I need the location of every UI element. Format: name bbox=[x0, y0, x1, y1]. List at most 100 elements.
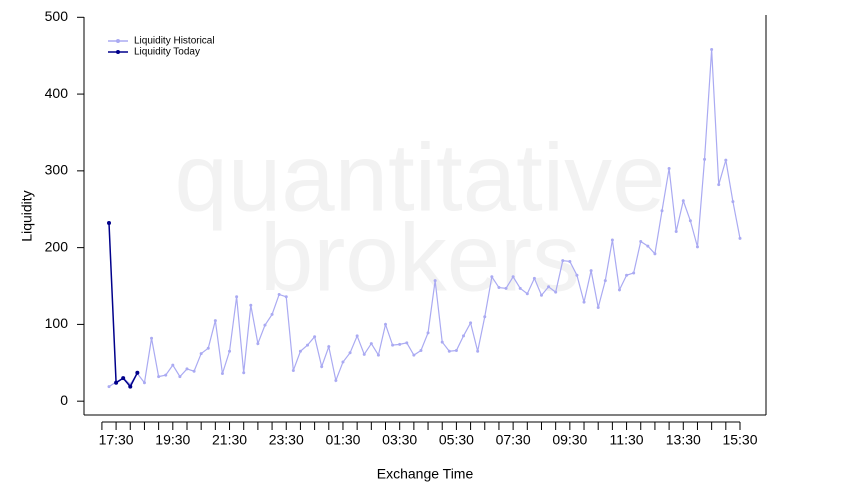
point bbox=[107, 385, 111, 389]
point bbox=[284, 295, 288, 299]
point bbox=[320, 365, 324, 369]
point bbox=[178, 375, 182, 379]
point bbox=[688, 219, 692, 223]
point bbox=[327, 345, 331, 349]
point bbox=[695, 245, 699, 249]
point bbox=[405, 341, 409, 345]
point bbox=[724, 158, 728, 162]
point bbox=[625, 273, 629, 277]
y-tick-label: 200 bbox=[45, 238, 69, 254]
point bbox=[738, 236, 742, 240]
point bbox=[653, 252, 657, 256]
point bbox=[490, 275, 494, 279]
point bbox=[518, 286, 522, 290]
point bbox=[511, 275, 515, 279]
point bbox=[185, 367, 189, 371]
series-line bbox=[108, 223, 139, 388]
point bbox=[646, 244, 650, 248]
x-tick-label: 07:30 bbox=[496, 432, 531, 448]
point bbox=[667, 167, 671, 171]
point bbox=[483, 315, 487, 319]
point bbox=[270, 312, 274, 316]
point bbox=[220, 372, 224, 376]
point bbox=[504, 286, 508, 290]
point bbox=[561, 259, 565, 263]
point bbox=[419, 349, 423, 353]
x-tick-label: 03:30 bbox=[382, 432, 417, 448]
point bbox=[568, 259, 572, 263]
x-tick-label: 19:30 bbox=[155, 432, 190, 448]
point bbox=[157, 375, 161, 379]
point bbox=[334, 378, 338, 382]
point bbox=[469, 321, 473, 325]
point bbox=[717, 183, 721, 187]
x-tick-label: 15:30 bbox=[722, 432, 757, 448]
point bbox=[263, 323, 267, 327]
point bbox=[596, 306, 600, 310]
point bbox=[313, 335, 317, 339]
x-tick-label: 05:30 bbox=[439, 432, 474, 448]
point bbox=[206, 346, 210, 350]
point bbox=[355, 334, 359, 338]
point bbox=[213, 319, 217, 323]
point bbox=[306, 343, 310, 347]
point bbox=[142, 381, 146, 385]
y-tick-label: 400 bbox=[45, 85, 69, 101]
y-tick-label: 100 bbox=[45, 315, 69, 331]
point bbox=[128, 384, 133, 389]
point bbox=[107, 221, 111, 226]
y-tick-label: 0 bbox=[60, 392, 68, 408]
point bbox=[171, 363, 175, 367]
x-tick-label: 21:30 bbox=[212, 432, 247, 448]
point bbox=[277, 292, 281, 296]
point bbox=[681, 199, 685, 203]
y-tick-label: 300 bbox=[45, 162, 69, 178]
point bbox=[447, 349, 451, 353]
point bbox=[433, 279, 437, 283]
point bbox=[554, 290, 558, 294]
point bbox=[135, 370, 140, 375]
point bbox=[369, 342, 373, 346]
point bbox=[610, 238, 614, 242]
point bbox=[426, 331, 430, 335]
point bbox=[547, 285, 551, 289]
point bbox=[242, 371, 246, 375]
point bbox=[632, 271, 636, 275]
point bbox=[228, 349, 232, 353]
x-tick-label: 23:30 bbox=[269, 432, 304, 448]
point bbox=[291, 368, 295, 372]
y-tick-label: 500 bbox=[45, 8, 69, 24]
point bbox=[710, 48, 714, 52]
point bbox=[256, 342, 260, 346]
point bbox=[192, 369, 196, 373]
point bbox=[341, 360, 345, 364]
point bbox=[603, 279, 607, 283]
x-tick-label: 13:30 bbox=[666, 432, 701, 448]
legend-label: Liquidity Historical bbox=[134, 36, 215, 47]
legend-marker bbox=[116, 50, 120, 54]
point bbox=[376, 353, 380, 357]
point bbox=[249, 303, 253, 307]
point bbox=[582, 300, 586, 304]
point bbox=[114, 380, 119, 385]
x-tick-label: 17:30 bbox=[99, 432, 134, 448]
point bbox=[362, 352, 366, 356]
point bbox=[391, 343, 395, 347]
point bbox=[235, 295, 239, 299]
point bbox=[476, 349, 480, 353]
legend-marker bbox=[116, 39, 120, 43]
point bbox=[121, 376, 126, 381]
point bbox=[617, 288, 621, 292]
point bbox=[440, 340, 444, 344]
point bbox=[575, 273, 579, 277]
x-tick-label: 11:30 bbox=[610, 432, 644, 448]
point bbox=[525, 292, 529, 296]
point bbox=[639, 239, 643, 243]
point bbox=[348, 351, 352, 355]
point bbox=[674, 230, 678, 234]
x-tick-label: 09:30 bbox=[552, 432, 587, 448]
point bbox=[497, 286, 501, 290]
point bbox=[532, 276, 536, 280]
watermark: quantitative bbox=[174, 124, 665, 231]
